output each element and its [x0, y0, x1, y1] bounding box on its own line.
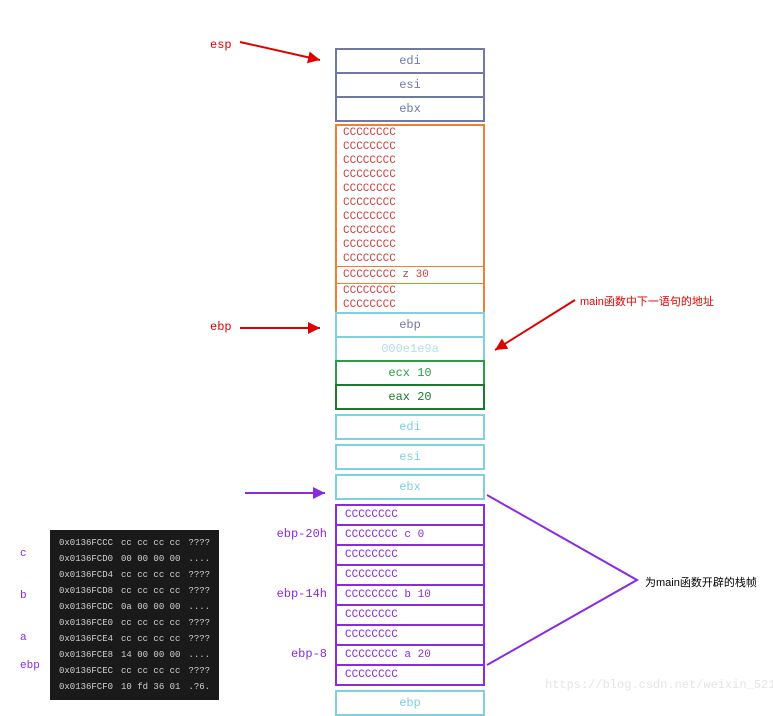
offset-label: ebp-20h: [277, 527, 327, 541]
memdump-row: 0x0136FCE4cc cc cc cc????: [56, 632, 213, 646]
memdump-row: 0x0136FCD000 00 00 00....: [56, 552, 213, 566]
purple-arrow: [245, 485, 335, 505]
stack-cell: CCCCCCCC: [335, 624, 485, 646]
stack-cell: CCCCCCCC: [335, 544, 485, 566]
offset-label: ebp-14h: [277, 587, 327, 601]
memory-dump: 0x0136FCCCcc cc cc cc???? 0x0136FCD000 00…: [50, 530, 219, 700]
ebp-label: ebp: [210, 320, 232, 334]
memdump-row: 0x0136FCDC0a 00 00 00....: [56, 600, 213, 614]
stack-cell: ebx: [335, 474, 485, 500]
memdump-row: 0x0136FCECcc cc cc cc????: [56, 664, 213, 678]
stack-cell: ebp: [335, 312, 485, 338]
ebp-arrow: [240, 322, 330, 342]
stack-cell: CCCCCCCC: [335, 564, 485, 586]
return-addr-note: main函数中下一语句的地址: [580, 293, 710, 309]
stack-diagram: ediesiebxCCCCCCCCCCCCCCCCCCCCCCCCCCCCCCC…: [335, 50, 485, 716]
memdump-var-label: b: [20, 590, 27, 602]
stack-cell: esi: [335, 444, 485, 470]
memdump-var-label: a: [20, 632, 27, 644]
stack-cell: 000e1e9a: [335, 336, 485, 362]
stack-cell: ebx: [335, 96, 485, 122]
main-frame-note: 为main函数开辟的栈帧: [645, 574, 757, 590]
stack-cell: edi: [335, 414, 485, 440]
stack-cell: ecx 10: [335, 360, 485, 386]
stack-cell: CCCCCCCC: [335, 504, 485, 526]
stack-cell: ebp: [335, 690, 485, 716]
stack-cell: CCCCCCCC: [335, 604, 485, 626]
memory-dump-table: 0x0136FCCCcc cc cc cc???? 0x0136FCD000 00…: [54, 534, 215, 696]
stack-cell: CCCCCCCC a 20: [335, 644, 485, 666]
memdump-row: 0x0136FCE0cc cc cc cc????: [56, 616, 213, 630]
memdump-row: 0x0136FCD4cc cc cc cc????: [56, 568, 213, 582]
stack-cell: CCCCCCCC b 10: [335, 584, 485, 606]
memdump-var-label: c: [20, 548, 27, 560]
stack-cell: eax 20: [335, 384, 485, 410]
memdump-var-label: ebp: [20, 660, 40, 672]
memdump-row: 0x0136FCE814 00 00 00....: [56, 648, 213, 662]
stack-cell: esi: [335, 72, 485, 98]
offset-label: ebp-8: [291, 647, 327, 661]
main-frame-brace: [487, 495, 647, 670]
esp-label: esp: [210, 38, 232, 52]
esp-arrow: [240, 42, 330, 72]
stack-cell: CCCCCCCC: [335, 664, 485, 686]
return-addr-arrow: [490, 300, 580, 355]
memdump-row: 0x0136FCD8cc cc cc cc????: [56, 584, 213, 598]
memdump-row: 0x0136FCF010 fd 36 01.?6.: [56, 680, 213, 694]
memdump-row: 0x0136FCCCcc cc cc cc????: [56, 536, 213, 550]
stack-cell: edi: [335, 48, 485, 74]
watermark: https://blog.csdn.net/weixin_52134286: [545, 678, 773, 692]
stack-cell: CCCCCCCC c 0: [335, 524, 485, 546]
orange-block: CCCCCCCCCCCCCCCCCCCCCCCCCCCCCCCCCCCCCCCC…: [335, 124, 485, 314]
